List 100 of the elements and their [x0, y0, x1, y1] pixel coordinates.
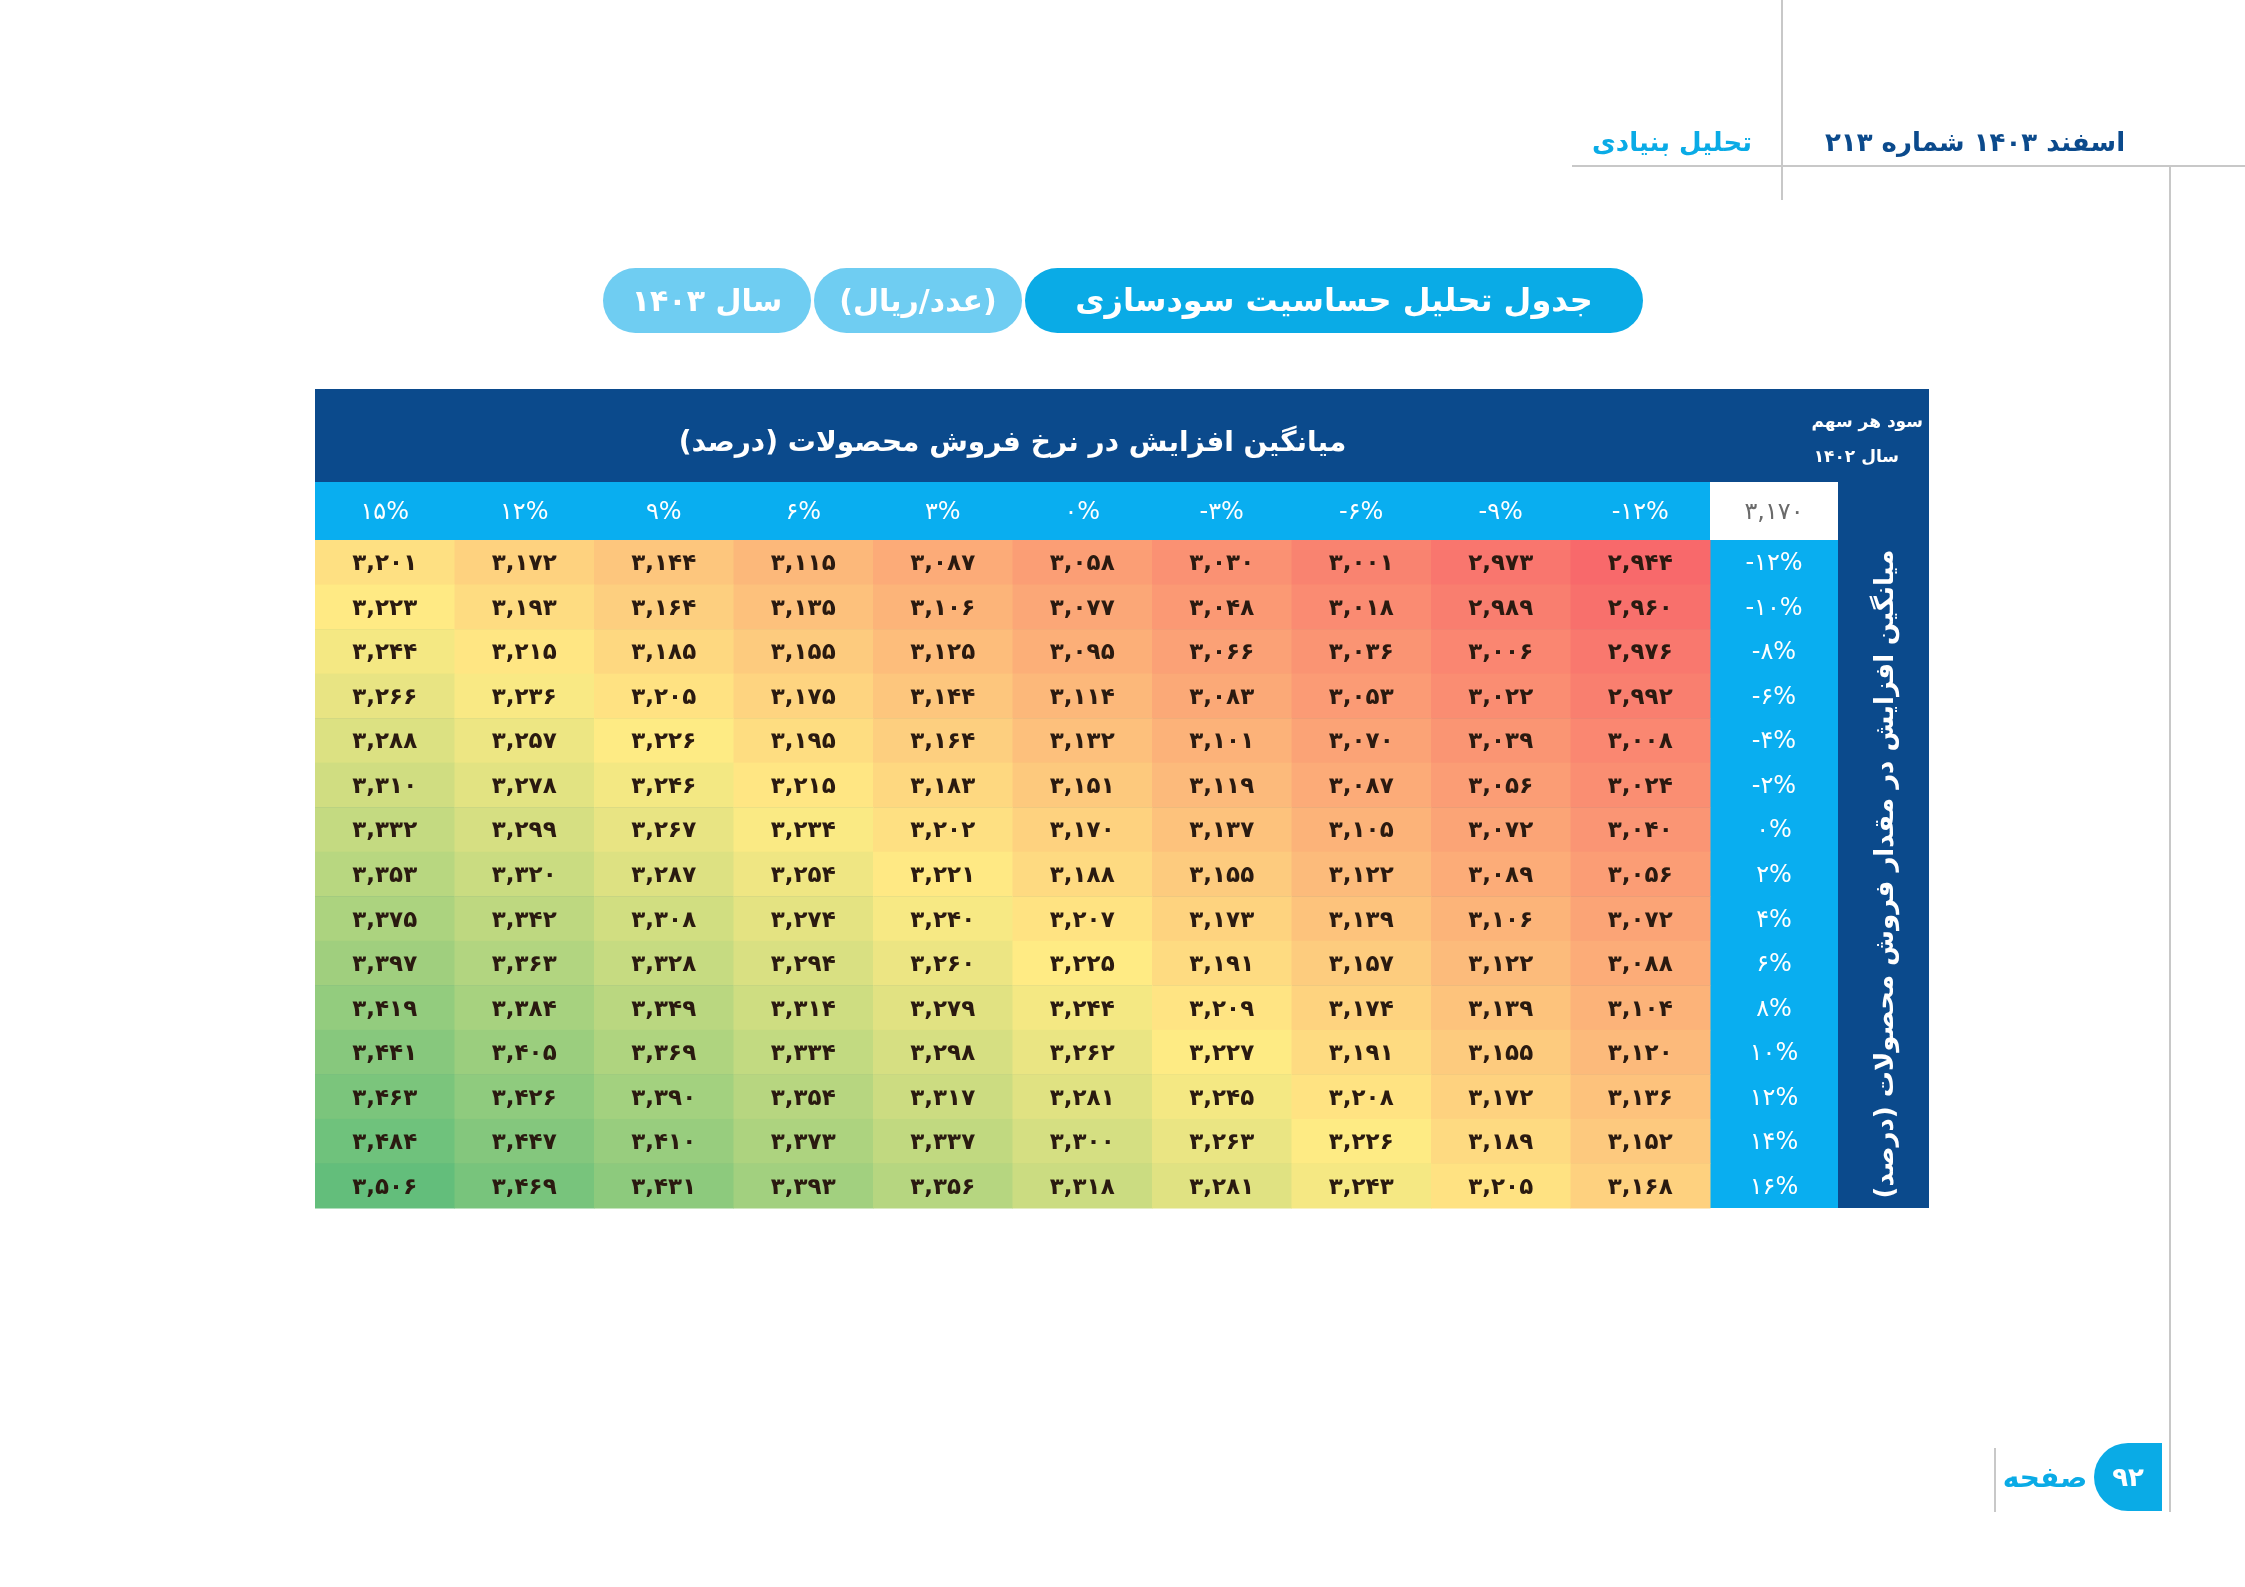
data-label: ۳,۳۳۷: [910, 1128, 976, 1155]
text: اسفند ۱۴۰۳ شماره ۲۱۳: [1824, 127, 2126, 157]
x-tick-label: ۳%: [924, 497, 961, 525]
data-label: ۳,۲۴۴: [352, 638, 418, 665]
data-label: ۳,۲۶۷: [631, 816, 697, 843]
data-label: ۳,۱۱۵: [770, 549, 836, 576]
data-label: ۳,۲۳۶: [491, 682, 557, 709]
x-tick-label: ۱۵%: [360, 497, 410, 525]
data-label: ۳,۱۶۸: [1607, 1172, 1673, 1199]
data-label: ۳,۱۷۵: [770, 682, 836, 709]
data-label: ۳,۰۳۶: [1328, 638, 1394, 665]
data-label: ۳,۳۷۳: [770, 1128, 836, 1155]
data-label: ۳,۰۷۲: [1468, 816, 1534, 843]
data-label: ۳,۱۲۲: [1328, 861, 1394, 887]
data-label: ۳,۳۱۷: [910, 1083, 976, 1110]
data-label: ۳,۱۵۵: [1189, 861, 1255, 887]
data-label: ۳,۰۶۶: [1189, 638, 1255, 665]
data-label: ۳,۱۵۱: [1049, 771, 1115, 798]
data-label: ۳,۲۹۴: [770, 950, 836, 977]
text: ۳,۱۷۰: [1744, 497, 1804, 525]
data-label: ۳,۱۷۲: [1468, 1083, 1534, 1110]
data-label: ۲,۹۷۶: [1607, 638, 1673, 665]
data-label: ۳,۱۰۶: [910, 593, 976, 620]
data-label: ۳,۰۴۰: [1607, 816, 1673, 843]
data-label: ۳,۳۱۸: [1049, 1172, 1115, 1199]
data-label: ۳,۴۳۱: [631, 1172, 697, 1199]
data-label: ۳,۳۵۳: [352, 861, 418, 887]
data-label: ۳,۱۱۴: [1049, 682, 1115, 709]
data-label: ۳,۱۸۹: [1468, 1128, 1534, 1155]
data-label: ۳,۲۰۷: [1049, 905, 1115, 932]
data-label: ۳,۲۸۱: [1049, 1083, 1115, 1110]
x-tick-label: ۹%: [645, 497, 682, 525]
data-label: ۳,۱۹۱: [1189, 950, 1255, 977]
data-label: ۳,۱۰۵: [1328, 816, 1394, 843]
data-label: ۳,۱۴۴: [910, 682, 976, 709]
text: صفحه: [2002, 1460, 2088, 1494]
data-label: ۳,۲۲۳: [352, 593, 418, 620]
data-label: ۳,۴۶۳: [352, 1083, 418, 1110]
data-label: ۳,۱۴۴: [631, 549, 697, 576]
data-label: ۳,۲۸۱: [1189, 1172, 1255, 1199]
data-label: ۲,۹۹۲: [1607, 682, 1673, 709]
y-tick-label: -۱۲%: [1745, 548, 1803, 577]
data-label: ۳,۰۲۲: [1468, 682, 1534, 709]
chart-subtitle: (عدد/ریال): [839, 282, 997, 318]
data-label: ۳,۱۰۴: [1607, 994, 1673, 1021]
data-label: ۳,۰۸۷: [910, 549, 976, 576]
data-label: ۳,۲۳۴: [770, 816, 836, 843]
data-label: ۳,۲۲۶: [631, 727, 697, 754]
data-label: ۳,۲۱۵: [491, 638, 557, 665]
x-axis-title: میانگین افزایش در نرخ فروش محصولات (درصد): [678, 425, 1347, 458]
data-label: ۳,۱۶۴: [631, 593, 697, 620]
data-label: ۳,۲۶۲: [1049, 1039, 1115, 1066]
data-label: ۳,۴۲۶: [491, 1083, 557, 1110]
x-tick-label: -۶%: [1339, 497, 1384, 525]
data-label: ۳,۱۵۵: [1468, 1039, 1534, 1066]
data-label: ۳,۳۴۹: [631, 994, 697, 1021]
data-label: ۳,۳۸۴: [491, 994, 557, 1021]
data-label: ۳,۱۵۵: [770, 638, 836, 665]
data-label: ۳,۰۸۸: [1607, 950, 1673, 977]
data-label: ۲,۹۴۴: [1607, 549, 1673, 576]
y-tick-label: -۱۰%: [1745, 592, 1803, 621]
data-label: ۳,۱۷۴: [1328, 994, 1394, 1021]
data-label: ۳,۳۴۲: [491, 905, 557, 932]
data-label: ۳,۰۰۸: [1607, 727, 1673, 754]
data-label: ۳,۱۶۴: [910, 727, 976, 754]
data-label: ۳,۴۸۴: [352, 1128, 418, 1155]
y-tick-label: ۰%: [1756, 815, 1792, 844]
data-label: ۳,۳۶۹: [631, 1039, 697, 1066]
data-label: ۳,۱۹۱: [1328, 1039, 1394, 1066]
data-label: ۳,۱۲۵: [910, 638, 976, 665]
data-label: ۲,۹۸۹: [1468, 593, 1534, 620]
data-label: ۳,۲۹۸: [910, 1039, 976, 1066]
data-label: ۳,۰۲۴: [1607, 771, 1673, 798]
data-label: ۳,۱۲۰: [1607, 1039, 1673, 1066]
y-tick-label: ۶%: [1756, 949, 1792, 978]
data-label: ۳,۲۴۵: [1189, 1083, 1255, 1110]
data-label: ۳,۰۳۰: [1189, 549, 1255, 576]
data-label: ۳,۲۱۵: [770, 771, 836, 798]
data-label: ۳,۲۲۷: [1189, 1039, 1255, 1066]
data-label: ۳,۲۴۴: [1049, 994, 1115, 1021]
data-label: ۳,۲۲۶: [1328, 1128, 1394, 1155]
data-label: ۳,۲۶۶: [352, 682, 418, 709]
data-label: ۳,۱۹۳: [491, 593, 557, 620]
y-axis-title: میانگین افزایش در مقدار فروش محصولات (درصد): [1868, 549, 1900, 1199]
data-label: ۳,۴۱۹: [352, 994, 418, 1021]
data-label: ۳,۴۶۹: [491, 1172, 557, 1199]
data-label: ۳,۳۹۰: [631, 1083, 697, 1110]
data-label: ۳,۱۸۸: [1049, 861, 1115, 887]
data-label: ۳,۱۳۹: [1328, 905, 1394, 932]
data-label: ۳,۰۹۵: [1049, 638, 1115, 665]
data-label: ۳,۲۰۸: [1328, 1083, 1394, 1110]
data-label: ۳,۳۱۴: [770, 994, 836, 1021]
data-label: ۳,۱۰۱: [1189, 727, 1255, 754]
data-label: ۳,۲۵۷: [491, 727, 557, 754]
data-label: ۳,۲۴۶: [631, 771, 697, 798]
data-label: ۳,۰۵۶: [1468, 771, 1534, 798]
data-label: ۳,۰۵۶: [1607, 861, 1673, 887]
data-label: ۳,۱۷۰: [1049, 816, 1115, 843]
x-tick-label: ۰%: [1064, 497, 1101, 525]
data-label: ۳,۰۷۰: [1328, 727, 1394, 754]
